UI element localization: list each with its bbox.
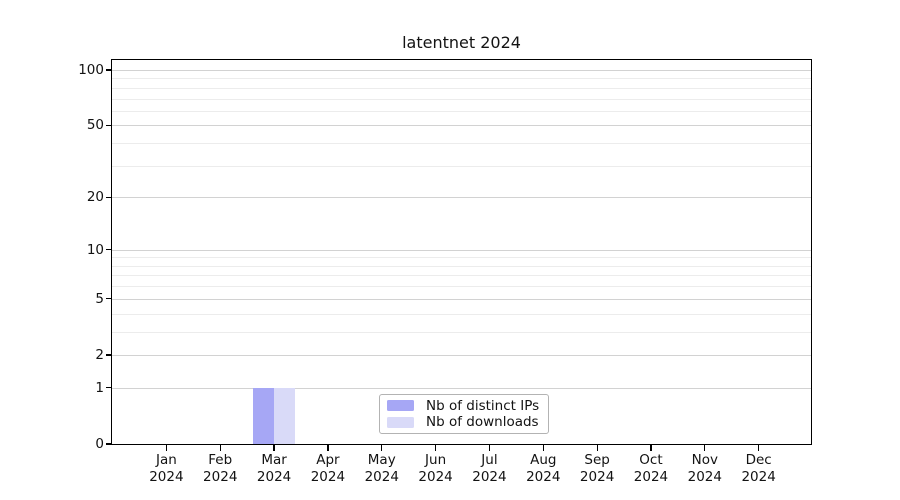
bar-nb-of-distinct-ips [252,387,275,444]
minor-gridline [112,331,811,333]
x-tick-label: Dec 2024 [741,452,776,485]
y-tick-label: 100 [78,62,104,78]
minor-gridline [112,286,811,288]
legend-swatch [387,416,414,428]
y-tick-label: 5 [95,290,104,307]
minor-gridline [112,165,811,167]
y-tick [106,69,112,71]
x-tick [165,445,167,451]
y-tick [106,443,112,445]
y-tick [106,249,112,251]
minor-gridline [112,275,811,277]
x-tick [596,445,598,451]
y-tick-label: 2 [95,346,104,363]
legend-swatch [387,400,414,412]
y-tick-label: 0 [95,436,104,452]
y-tick [106,196,112,198]
minor-gridline [112,257,811,259]
x-tick-label: May 2024 [364,452,399,485]
x-tick-label: Feb 2024 [203,452,238,485]
x-tick-label: Jan 2024 [149,452,184,485]
bar-nb-of-downloads [274,387,296,444]
legend-entry: Nb of distinct IPs [380,398,548,414]
y-tick [106,124,112,126]
minor-gridline [112,87,811,89]
y-tick-label: 50 [86,117,104,134]
major-gridline [112,249,811,251]
legend-label: Nb of distinct IPs [426,397,540,414]
minor-gridline [112,98,811,100]
x-tick [273,445,275,451]
x-tick [704,445,706,451]
major-gridline [112,70,811,71]
x-tick-label: Jul 2024 [472,452,507,485]
x-tick [327,445,329,451]
y-tick-label: 1 [95,379,104,396]
x-tick-label: Sep 2024 [579,452,615,485]
y-tick [106,298,112,300]
minor-gridline [112,110,811,112]
y-tick [106,354,112,356]
x-tick-label: Aug 2024 [526,452,561,485]
major-gridline [112,354,811,356]
major-gridline [112,298,811,300]
x-tick-label: Jun 2024 [418,452,453,485]
x-tick [650,445,652,451]
y-tick-label: 10 [86,241,104,258]
minor-gridline [112,143,811,145]
legend-entry: Nb of downloads [380,414,548,430]
y-tick-label: 20 [86,189,104,206]
x-tick [435,445,437,451]
x-tick [381,445,383,451]
legend-label: Nb of downloads [426,414,539,431]
x-tick-label: Mar 2024 [256,452,292,485]
major-gridline [112,387,811,389]
minor-gridline [112,313,811,315]
legend: Nb of distinct IPs Nb of downloads [379,394,549,434]
x-tick-label: Oct 2024 [633,452,669,485]
plot-area [111,59,812,445]
x-tick [542,445,544,451]
minor-gridline [112,78,811,80]
major-gridline [112,197,811,199]
x-tick [758,445,760,451]
x-tick-label: Apr 2024 [310,452,346,485]
x-tick [488,445,491,451]
major-gridline [112,125,811,127]
x-tick [219,445,221,451]
y-tick [106,387,112,389]
x-tick-label: Nov 2024 [687,452,722,485]
minor-gridline [112,265,811,267]
chart-title: latentnet 2024 [402,33,521,52]
